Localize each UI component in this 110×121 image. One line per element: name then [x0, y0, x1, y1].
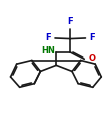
Text: F: F: [89, 34, 95, 42]
Text: F: F: [67, 17, 73, 26]
Text: O: O: [88, 54, 95, 63]
Text: F: F: [46, 34, 51, 42]
Text: HN: HN: [41, 46, 55, 56]
